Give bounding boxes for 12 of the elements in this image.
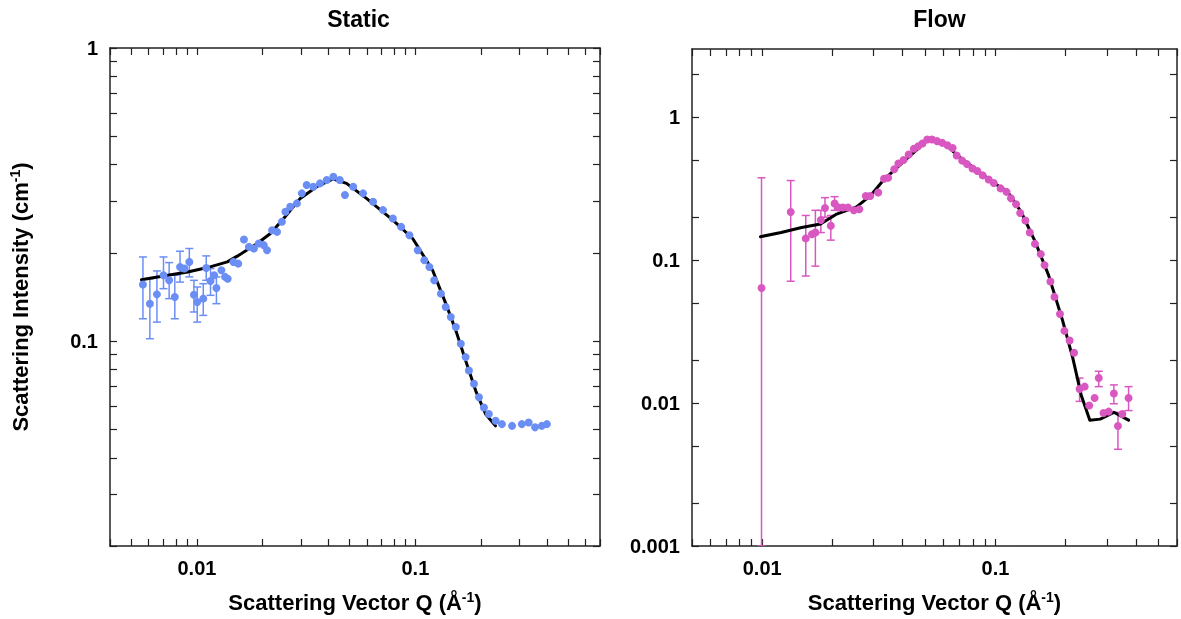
x-tick-label: 0.01: [177, 557, 217, 579]
x-tick-label: 0.1: [981, 557, 1010, 579]
y-tick-label: 0.1: [652, 249, 680, 272]
y-tick-label: 1: [668, 106, 680, 129]
chart-title: Flow: [913, 5, 966, 32]
chart-title: Static: [327, 5, 391, 32]
x-tick-label: 0.1: [401, 557, 430, 579]
y-tick-label: 1: [86, 37, 98, 59]
y-tick-label: 0.001: [629, 535, 680, 557]
y-tick-label: 0.01: [641, 392, 680, 415]
y-axis-title: Scattering Intensity (cm-1): [7, 162, 33, 432]
x-tick-label: 0.01: [742, 557, 782, 579]
